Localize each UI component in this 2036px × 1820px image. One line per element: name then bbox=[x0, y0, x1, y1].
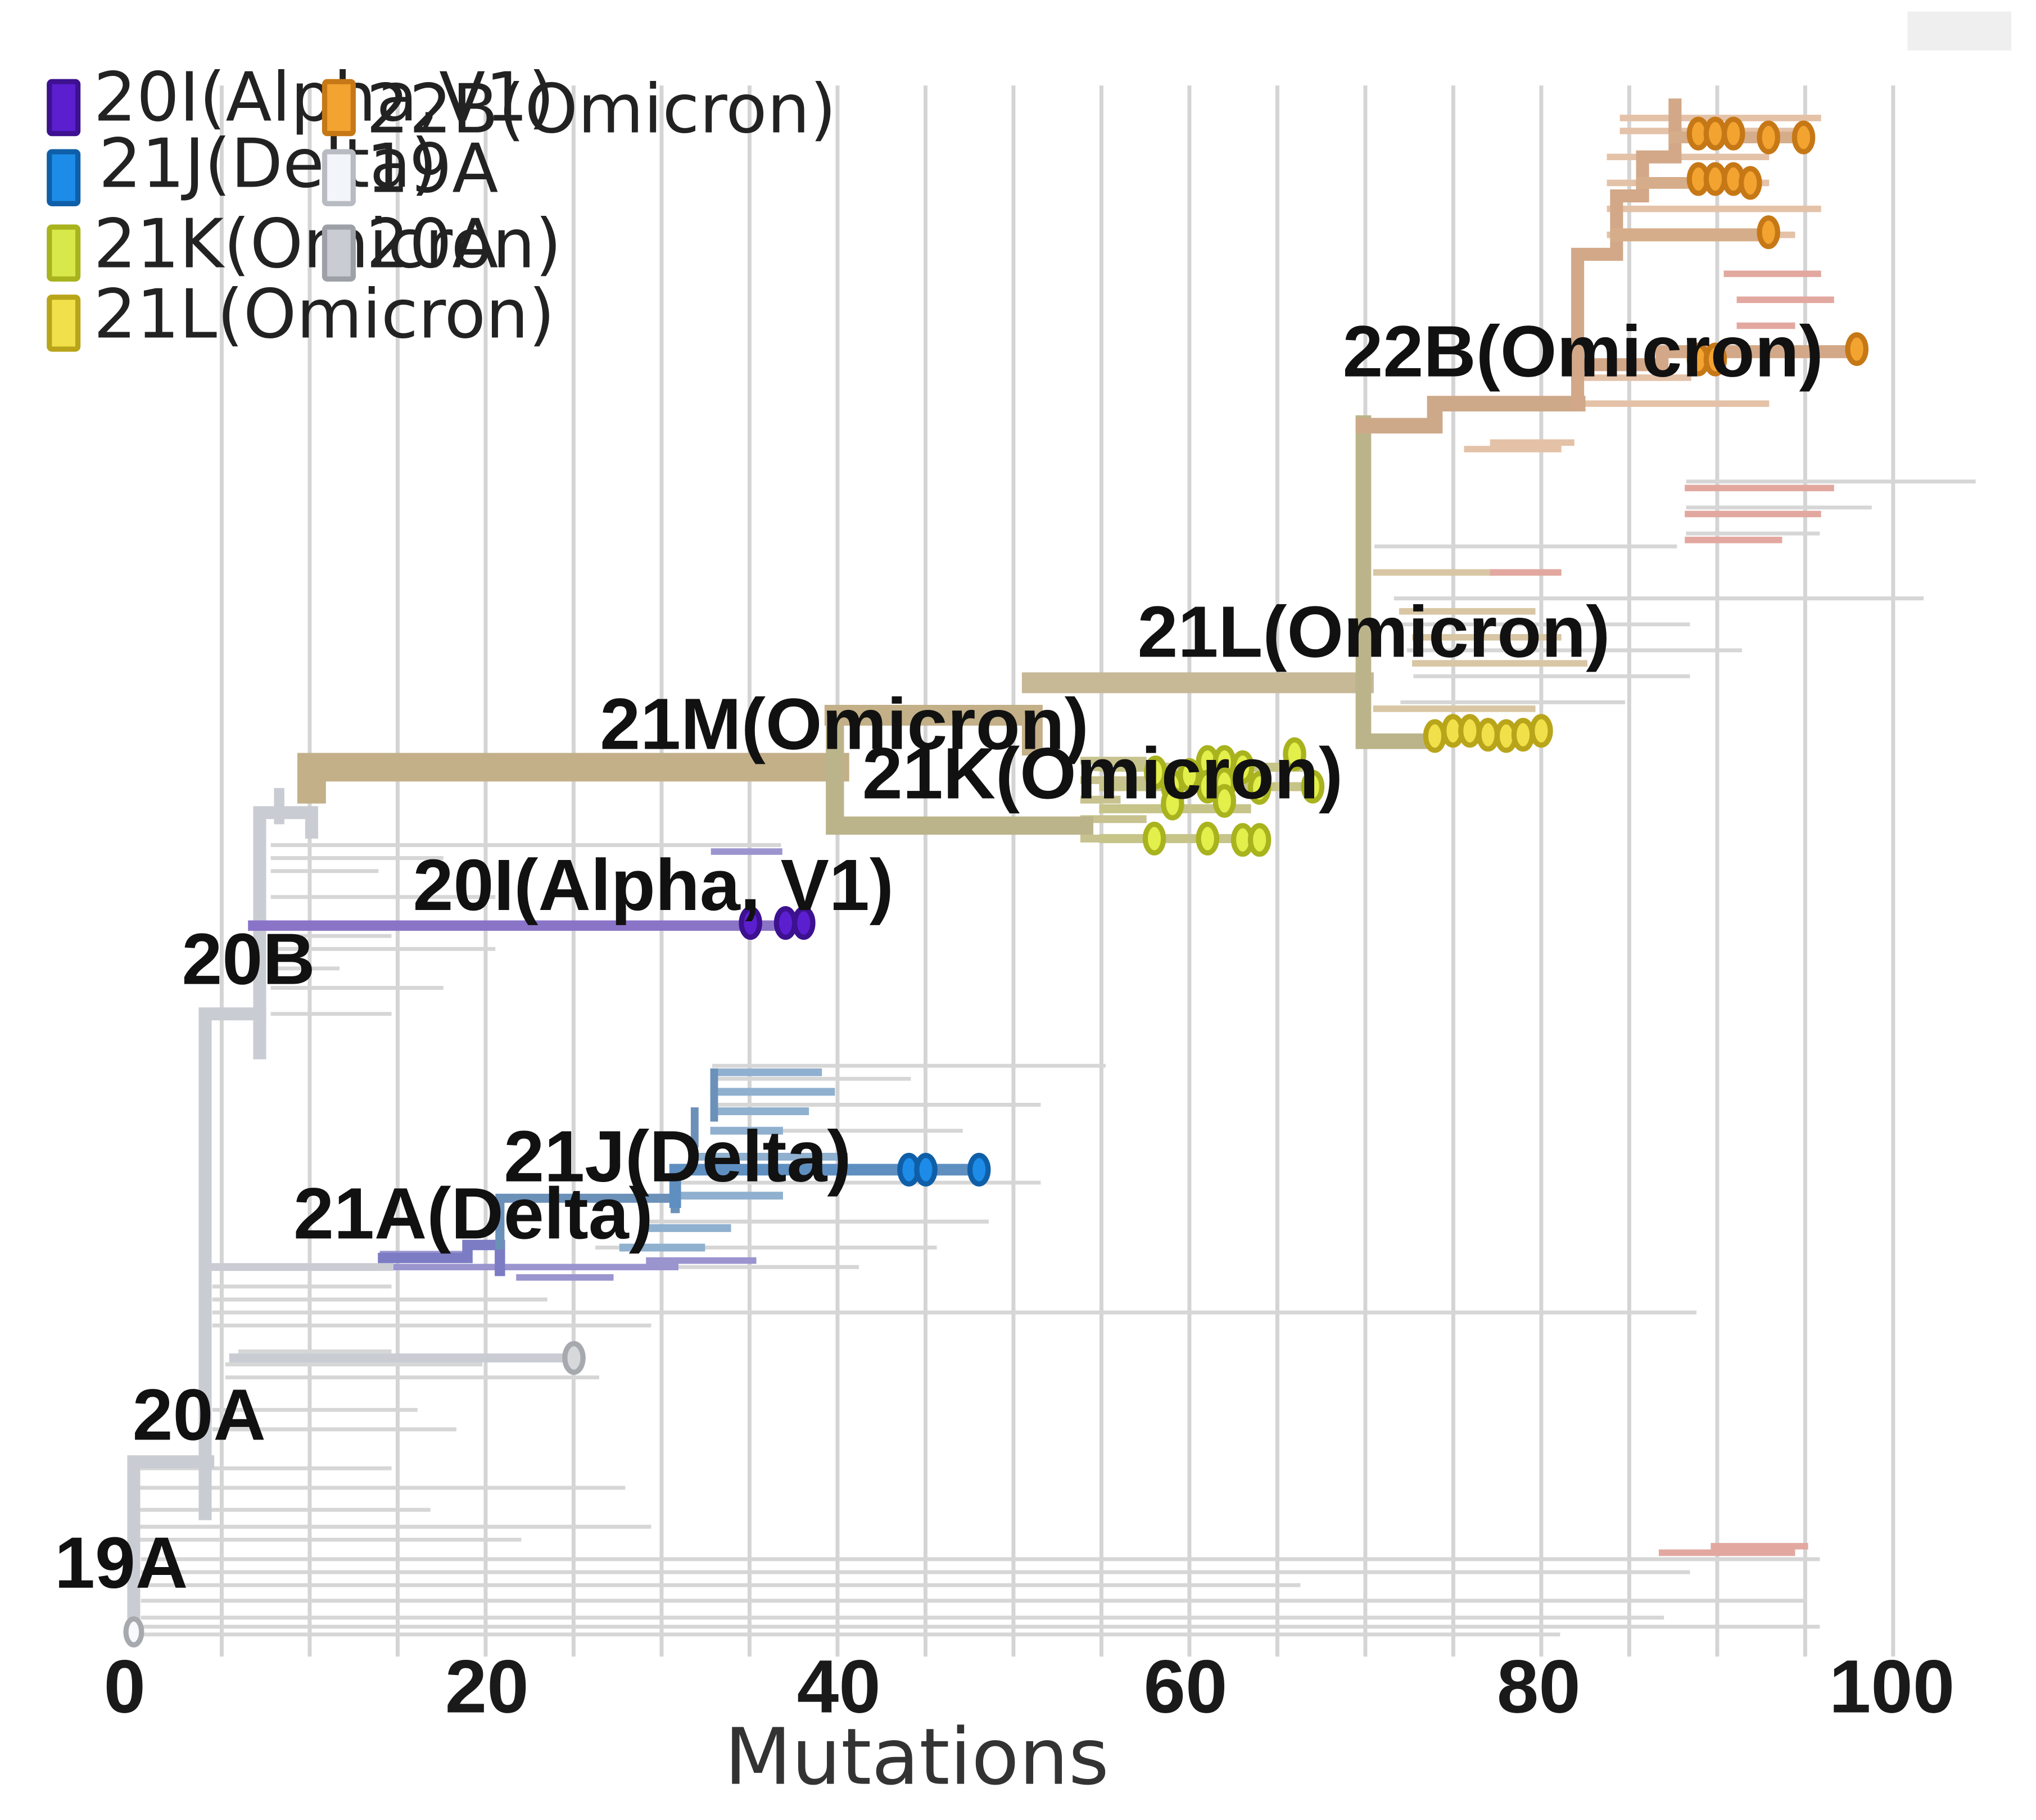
clade-label-22B-omicron: 22B(Omicron) bbox=[1342, 311, 1823, 392]
21A-delta-branch bbox=[378, 1239, 505, 1276]
21L-tip bbox=[1530, 714, 1553, 748]
legend-item-22B-omicron: 22B(Omicron) bbox=[322, 70, 836, 148]
clade-label-21A-delta: 21A(Delta) bbox=[293, 1173, 653, 1254]
21K-tip bbox=[1230, 750, 1255, 784]
omicron-21K-subtree bbox=[1080, 757, 1290, 843]
x-tick-label: 40 bbox=[797, 1645, 881, 1729]
x-tick-label: 0 bbox=[103, 1645, 146, 1729]
legend-label: 19A bbox=[366, 130, 498, 209]
clade-label-19A: 19A bbox=[55, 1523, 188, 1604]
22B-tip bbox=[1791, 120, 1816, 155]
omicron-22B-reddish-branches bbox=[1490, 270, 1834, 1556]
legend-item-21J-delta: 21J(Delta) bbox=[47, 125, 437, 207]
22B-tip bbox=[1703, 162, 1727, 196]
clade-label-20I-alpha: 20I(Alpha, V1) bbox=[413, 845, 894, 926]
21L-tip bbox=[1511, 718, 1535, 752]
22B-tips bbox=[1686, 116, 1869, 377]
corner-placeholder-box bbox=[1907, 11, 2012, 51]
delta-tip bbox=[914, 1152, 938, 1187]
21K-tips bbox=[1142, 737, 1325, 857]
21K-tip bbox=[1196, 821, 1220, 855]
19A-root-tip bbox=[123, 1616, 144, 1648]
22B-omicron-upper bbox=[1571, 98, 1682, 410]
22B-tip bbox=[1757, 120, 1780, 155]
delta-tips bbox=[897, 1152, 991, 1187]
22B-tip bbox=[1721, 116, 1745, 151]
delta-tip bbox=[967, 1152, 991, 1187]
21K-tip bbox=[1283, 737, 1306, 771]
tree-branches bbox=[127, 98, 1976, 1637]
21L-tip bbox=[1458, 714, 1482, 748]
21M-omicron-trunk bbox=[297, 753, 849, 804]
clade-label-20A: 20A bbox=[133, 1374, 266, 1455]
grid-lines bbox=[219, 85, 1895, 1657]
x-tick-label: 100 bbox=[1829, 1645, 1955, 1729]
legend-swatch bbox=[47, 295, 81, 352]
legend-item-21L-omicron: 21L(Omicron) bbox=[47, 275, 555, 354]
22B-tip bbox=[1703, 342, 1727, 377]
alpha-tip bbox=[792, 906, 816, 940]
21K-omicron-trunk bbox=[826, 706, 1093, 835]
x-tick-label: 20 bbox=[445, 1645, 529, 1729]
21K-tip bbox=[1144, 755, 1168, 790]
22B-tip bbox=[1739, 166, 1762, 200]
22B-tip bbox=[1845, 332, 1869, 366]
clade-label-21L-omicron: 21L(Omicron) bbox=[1138, 592, 1610, 673]
clade-label-21J-delta: 21J(Delta) bbox=[504, 1116, 851, 1197]
22B-tip bbox=[1757, 215, 1780, 250]
21L-tip bbox=[1423, 719, 1447, 753]
legend-item-19A: 19A bbox=[322, 130, 498, 209]
x-axis: 0 20 40 60 80 100 Mutations bbox=[103, 1645, 1954, 1803]
legend: 20I(Alpha,V1) 21J(Delta) 21K(Omicron) 21… bbox=[47, 59, 836, 354]
alpha-tip bbox=[739, 906, 762, 940]
legend-swatch bbox=[47, 79, 81, 137]
clade-label-20B: 20B bbox=[182, 919, 315, 1000]
21K-tip bbox=[1247, 771, 1272, 805]
clade-label-21M-omicron: 21M(Omicron) bbox=[600, 684, 1089, 765]
22B-tip bbox=[1703, 116, 1727, 151]
legend-swatch bbox=[47, 149, 81, 207]
20A-tip bbox=[562, 1341, 586, 1375]
21K-tip bbox=[1247, 823, 1272, 857]
21L-to-22B-trunk bbox=[1355, 415, 1436, 749]
21K-tip bbox=[1212, 784, 1237, 818]
21L-tip bbox=[1476, 718, 1500, 752]
x-axis-title: Mutations bbox=[725, 1712, 1109, 1803]
legend-label: 22B(Omicron) bbox=[366, 70, 836, 148]
legend-label: 20A bbox=[366, 206, 498, 284]
21K-tip bbox=[1161, 786, 1184, 821]
legend-label: 21J(Delta) bbox=[99, 125, 437, 203]
legend-swatch bbox=[322, 79, 356, 137]
background-branches bbox=[138, 479, 1976, 1637]
x-tick-label: 60 bbox=[1143, 1645, 1227, 1729]
legend-label: 21L(Omicron) bbox=[93, 275, 555, 354]
omicron-21L-subtree bbox=[1373, 569, 1587, 712]
clade-label-21K-omicron: 21K(Omicron) bbox=[862, 733, 1343, 814]
21K-tip bbox=[1301, 769, 1325, 804]
delta-connector bbox=[690, 1068, 718, 1148]
alpha-delta-purple-branches bbox=[379, 848, 782, 1281]
x-tick-label: 80 bbox=[1497, 1645, 1581, 1729]
highlighted-tips bbox=[123, 116, 1869, 1648]
legend-item-20A: 20A bbox=[322, 206, 498, 284]
21L-tips bbox=[1423, 714, 1553, 753]
22B-omicron-lower bbox=[1571, 345, 1863, 372]
legend-swatch bbox=[322, 224, 356, 282]
21K-tip bbox=[1142, 821, 1166, 855]
gray-backbone bbox=[127, 787, 576, 1637]
clade-labels: 19A 20A 20B 20I(Alpha, V1) 21A(Delta) 21… bbox=[55, 311, 1824, 1604]
21L-omicron-link bbox=[824, 705, 1043, 756]
22B-omicron-trunk bbox=[1355, 396, 1586, 434]
alpha-tips bbox=[739, 906, 816, 940]
legend-swatch bbox=[322, 149, 356, 207]
legend-swatch bbox=[47, 224, 81, 282]
